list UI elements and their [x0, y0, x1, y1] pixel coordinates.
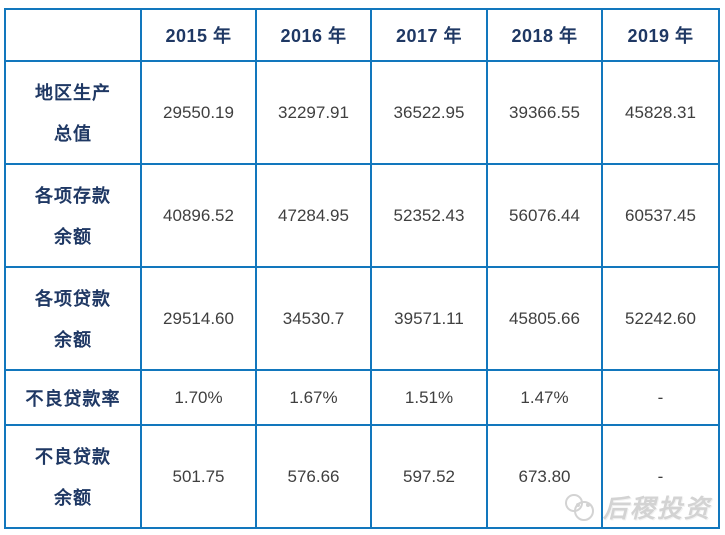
value-cell: 576.66 — [255, 424, 372, 529]
value-cell: 47284.95 — [255, 163, 372, 268]
row-label-cell: 各项贷款 余额 — [4, 266, 142, 371]
corner-cell — [4, 8, 142, 62]
table-row-npl-ratio: 不良贷款率 1.70% 1.67% 1.51% 1.47% - — [4, 369, 720, 426]
row-label-line: 余额 — [54, 488, 92, 509]
value-cell: 1.47% — [486, 369, 603, 426]
value-cell: 29550.19 — [140, 60, 257, 165]
row-label-line: 不良贷款率 — [25, 388, 121, 409]
year-header-2015: 2015 年 — [140, 8, 257, 62]
value-cell: 1.67% — [255, 369, 372, 426]
row-label-line: 各项存款 — [35, 185, 111, 206]
table-row-npl-balance: 不良贷款 余额 501.75 576.66 597.52 673.80 - — [4, 424, 720, 529]
table-row-deposits: 各项存款 余额 40896.52 47284.95 52352.43 56076… — [4, 163, 720, 268]
row-label-line: 不良贷款 — [35, 446, 111, 467]
value-cell: 32297.91 — [255, 60, 372, 165]
row-label-cell: 不良贷款率 — [4, 369, 142, 426]
year-header-2018: 2018 年 — [486, 8, 603, 62]
value-cell: 597.52 — [370, 424, 488, 529]
value-cell: 52352.43 — [370, 163, 488, 268]
value-cell: 45805.66 — [486, 266, 603, 371]
year-header-2016: 2016 年 — [255, 8, 372, 62]
year-header-2019: 2019 年 — [601, 8, 720, 62]
value-cell: - — [601, 424, 720, 529]
table-header-row: 2015 年 2016 年 2017 年 2018 年 2019 年 — [4, 8, 720, 62]
row-label-cell: 各项存款 余额 — [4, 163, 142, 268]
value-cell: 45828.31 — [601, 60, 720, 165]
value-cell: 39366.55 — [486, 60, 603, 165]
value-cell: 29514.60 — [140, 266, 257, 371]
year-header-2017: 2017 年 — [370, 8, 488, 62]
row-label-line: 余额 — [54, 330, 92, 351]
value-cell: 1.51% — [370, 369, 488, 426]
value-cell: 40896.52 — [140, 163, 257, 268]
row-label-cell: 地区生产 总值 — [4, 60, 142, 165]
row-label-line: 总值 — [54, 124, 92, 145]
row-label-cell: 不良贷款 余额 — [4, 424, 142, 529]
row-label-line: 地区生产 — [35, 82, 111, 103]
value-cell: - — [601, 369, 720, 426]
table-row-loans: 各项贷款 余额 29514.60 34530.7 39571.11 45805.… — [4, 266, 720, 371]
value-cell: 52242.60 — [601, 266, 720, 371]
value-cell: 36522.95 — [370, 60, 488, 165]
row-label-line: 余额 — [54, 227, 92, 248]
value-cell: 673.80 — [486, 424, 603, 529]
value-cell: 39571.11 — [370, 266, 488, 371]
value-cell: 1.70% — [140, 369, 257, 426]
value-cell: 501.75 — [140, 424, 257, 529]
value-cell: 34530.7 — [255, 266, 372, 371]
financial-data-table: 2015 年 2016 年 2017 年 2018 年 2019 年 地区生产 … — [4, 8, 720, 529]
value-cell: 56076.44 — [486, 163, 603, 268]
table-row-gdp: 地区生产 总值 29550.19 32297.91 36522.95 39366… — [4, 60, 720, 165]
value-cell: 60537.45 — [601, 163, 720, 268]
row-label-line: 各项贷款 — [35, 288, 111, 309]
